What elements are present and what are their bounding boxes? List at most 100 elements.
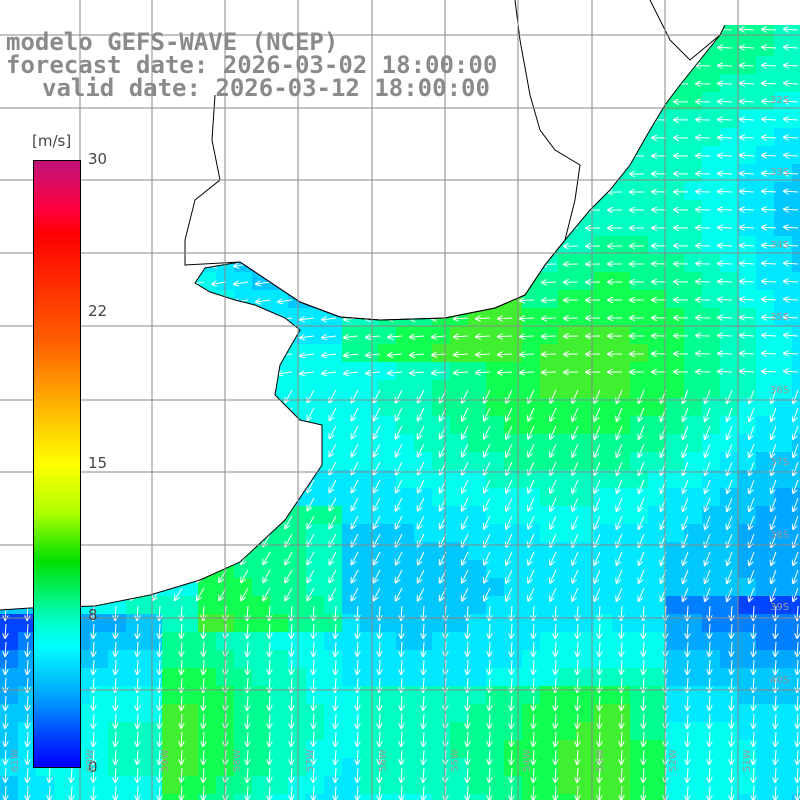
- wind-cell: [702, 560, 720, 578]
- wind-cell: [720, 164, 738, 182]
- wind-cell: [558, 758, 576, 776]
- wind-cell: [666, 254, 684, 272]
- wind-arrow: [212, 282, 227, 284]
- wind-cell: [576, 578, 594, 596]
- wind-cell: [360, 416, 378, 434]
- wind-arrow: [683, 569, 689, 583]
- wind-cell: [18, 704, 36, 722]
- wind-arrow: [550, 515, 557, 529]
- wind-cell: [558, 254, 576, 272]
- lon-label: 60W: [85, 749, 96, 772]
- wind-arrow: [762, 155, 777, 156]
- wind-cell: [468, 506, 486, 524]
- wind-arrow: [550, 497, 557, 511]
- wind-arrow: [762, 263, 777, 264]
- wind-cell: [594, 794, 612, 800]
- wind-arrow: [462, 587, 469, 601]
- wind-arrow: [793, 425, 799, 439]
- wind-arrow: [718, 174, 733, 175]
- wind-cell: [612, 506, 630, 524]
- wind-cell: [702, 776, 720, 794]
- wind-cell: [684, 200, 702, 218]
- wind-cell: [792, 344, 800, 362]
- wind-cell: [432, 326, 450, 344]
- wind-arrow: [550, 425, 557, 439]
- wind-arrow: [718, 282, 733, 283]
- wind-cell: [108, 740, 126, 758]
- wind-cell: [594, 776, 612, 794]
- wind-arrow: [307, 407, 315, 420]
- wind-cell: [684, 434, 702, 452]
- wind-cell: [360, 578, 378, 596]
- wind-cell: [540, 524, 558, 542]
- wind-arrow: [594, 569, 601, 583]
- wind-arrow: [740, 83, 755, 84]
- wind-arrow: [550, 479, 557, 493]
- wind-cell: [396, 416, 414, 434]
- wind-arrow: [374, 479, 381, 492]
- wind-cell: [522, 362, 540, 380]
- wind-cell: [756, 686, 774, 704]
- wind-cell: [738, 794, 756, 800]
- lon-label: 57W: [305, 749, 316, 772]
- wind-cell: [738, 308, 756, 326]
- wind-cell: [306, 614, 324, 632]
- wind-arrow: [307, 533, 315, 546]
- wind-cell: [630, 470, 648, 488]
- wind-arrow: [705, 479, 711, 493]
- wind-arrow: [718, 210, 733, 211]
- wind-arrow: [784, 263, 799, 264]
- wind-cell: [666, 200, 684, 218]
- wind-arrow: [418, 425, 425, 439]
- wind-cell: [738, 128, 756, 146]
- wind-arrow: [374, 407, 381, 420]
- wind-cell: [504, 614, 522, 632]
- wind-cell: [432, 614, 450, 632]
- wind-arrow: [520, 354, 535, 355]
- wind-arrow: [374, 587, 381, 600]
- wind-cell: [576, 650, 594, 668]
- wind-cell: [468, 488, 486, 506]
- lon-label: 54W: [522, 749, 533, 772]
- wind-arrow: [727, 443, 733, 457]
- wind-arrow: [594, 551, 601, 565]
- wind-cell: [324, 668, 342, 686]
- wind-cell: [792, 128, 800, 146]
- wind-arrow: [476, 318, 491, 319]
- wind-cell: [270, 776, 288, 794]
- wind-cell: [648, 254, 666, 272]
- wind-cell: [756, 722, 774, 740]
- wind-cell: [684, 344, 702, 362]
- wind-cell: [720, 236, 738, 254]
- wind-cell: [396, 578, 414, 596]
- wind-cell: [684, 704, 702, 722]
- wind-cell: [450, 650, 468, 668]
- wind-cell: [594, 380, 612, 398]
- wind-cell: [774, 542, 792, 560]
- wind-cell: [162, 686, 180, 704]
- wind-cell: [792, 506, 800, 524]
- wind-cell: [360, 398, 378, 416]
- wind-cell: [648, 146, 666, 164]
- wind-arrow: [352, 407, 359, 420]
- wind-arrow: [418, 551, 425, 565]
- wind-cell: [468, 326, 486, 344]
- wind-cell: [414, 668, 432, 686]
- wind-cell: [108, 794, 126, 800]
- wind-cell: [720, 632, 738, 650]
- wind-cell: [306, 380, 324, 398]
- wind-cell: [576, 614, 594, 632]
- wind-cell: [450, 362, 468, 380]
- wind-cell: [396, 560, 414, 578]
- wind-cell: [522, 578, 540, 596]
- wind-cell: [126, 686, 144, 704]
- wind-cell: [504, 362, 522, 380]
- wind-cell: [756, 398, 774, 416]
- wind-arrow: [718, 102, 733, 103]
- wind-arrow: [740, 353, 755, 354]
- wind-arrow: [432, 336, 447, 337]
- wind-cell: [702, 434, 720, 452]
- wind-cell: [270, 704, 288, 722]
- wind-cell: [306, 344, 324, 362]
- wind-cell: [558, 344, 576, 362]
